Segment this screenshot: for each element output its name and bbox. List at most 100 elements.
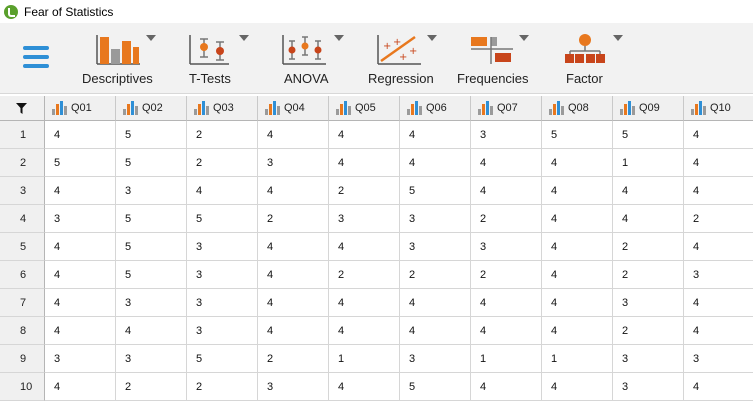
table-cell[interactable]: 4 [45, 261, 116, 289]
table-cell[interactable]: 4 [258, 261, 329, 289]
anova-dropdown-icon[interactable] [334, 35, 344, 41]
table-cell[interactable]: 2 [329, 177, 400, 205]
table-cell[interactable]: 3 [187, 233, 258, 261]
hamburger-menu-icon[interactable] [23, 44, 49, 70]
table-cell[interactable]: 5 [45, 149, 116, 177]
table-cell[interactable]: 4 [542, 261, 613, 289]
table-cell[interactable]: 4 [329, 149, 400, 177]
table-cell[interactable]: 4 [45, 317, 116, 345]
row-number[interactable]: 6 [0, 261, 45, 289]
row-number[interactable]: 8 [0, 317, 45, 345]
table-cell[interactable]: 4 [471, 177, 542, 205]
table-cell[interactable]: 1 [613, 149, 684, 177]
descriptives-dropdown-icon[interactable] [146, 35, 156, 41]
table-cell[interactable]: 3 [400, 233, 471, 261]
table-cell[interactable]: 5 [116, 205, 187, 233]
table-cell[interactable]: 4 [542, 373, 613, 401]
table-cell[interactable]: 5 [613, 121, 684, 149]
frequencies-dropdown-icon[interactable] [519, 35, 529, 41]
column-header[interactable]: Q04 [258, 96, 329, 121]
table-cell[interactable]: 3 [116, 289, 187, 317]
column-header[interactable]: Q05 [329, 96, 400, 121]
table-cell[interactable]: 2 [187, 149, 258, 177]
table-cell[interactable]: 3 [116, 345, 187, 373]
column-header[interactable]: Q01 [45, 96, 116, 121]
column-header[interactable]: Q07 [471, 96, 542, 121]
row-number[interactable]: 5 [0, 233, 45, 261]
table-cell[interactable]: 3 [684, 261, 753, 289]
table-cell[interactable]: 4 [684, 317, 753, 345]
table-cell[interactable]: 5 [187, 205, 258, 233]
table-cell[interactable]: 4 [613, 177, 684, 205]
table-cell[interactable]: 4 [45, 289, 116, 317]
table-cell[interactable]: 4 [45, 233, 116, 261]
table-cell[interactable]: 1 [542, 345, 613, 373]
table-cell[interactable]: 4 [542, 177, 613, 205]
table-cell[interactable]: 4 [542, 289, 613, 317]
table-cell[interactable]: 4 [471, 289, 542, 317]
table-cell[interactable]: 4 [684, 149, 753, 177]
table-cell[interactable]: 4 [400, 121, 471, 149]
table-cell[interactable]: 2 [471, 205, 542, 233]
table-cell[interactable]: 4 [116, 317, 187, 345]
table-cell[interactable]: 2 [258, 205, 329, 233]
table-cell[interactable]: 4 [471, 149, 542, 177]
table-cell[interactable]: 2 [684, 205, 753, 233]
regression-dropdown-icon[interactable] [427, 35, 437, 41]
column-header[interactable]: Q09 [613, 96, 684, 121]
table-cell[interactable]: 3 [400, 205, 471, 233]
table-cell[interactable]: 3 [45, 205, 116, 233]
table-cell[interactable]: 4 [684, 373, 753, 401]
table-cell[interactable]: 5 [400, 177, 471, 205]
table-cell[interactable]: 3 [116, 177, 187, 205]
factor-button[interactable]: Factor [560, 31, 626, 89]
table-cell[interactable]: 4 [471, 317, 542, 345]
table-cell[interactable]: 2 [187, 373, 258, 401]
table-cell[interactable]: 4 [329, 121, 400, 149]
table-cell[interactable]: 2 [471, 261, 542, 289]
table-cell[interactable]: 4 [400, 317, 471, 345]
table-cell[interactable]: 4 [258, 177, 329, 205]
t-tests-dropdown-icon[interactable] [239, 35, 249, 41]
frequencies-button[interactable]: Frequencies [457, 31, 537, 89]
table-cell[interactable]: 4 [400, 149, 471, 177]
column-header[interactable]: Q02 [116, 96, 187, 121]
table-cell[interactable]: 3 [258, 149, 329, 177]
table-cell[interactable]: 4 [542, 317, 613, 345]
t-tests-button[interactable]: T-Tests [187, 31, 252, 89]
row-number[interactable]: 7 [0, 289, 45, 317]
table-cell[interactable]: 4 [258, 317, 329, 345]
regression-button[interactable]: + + + + Regression [367, 31, 437, 89]
table-cell[interactable]: 5 [542, 121, 613, 149]
row-number[interactable]: 4 [0, 205, 45, 233]
table-cell[interactable]: 3 [45, 345, 116, 373]
table-cell[interactable]: 4 [329, 289, 400, 317]
table-cell[interactable]: 2 [258, 345, 329, 373]
anova-button[interactable]: ANOVA [282, 31, 344, 89]
column-header[interactable]: Q03 [187, 96, 258, 121]
row-number[interactable]: 1 [0, 121, 45, 149]
table-cell[interactable]: 4 [684, 233, 753, 261]
filter-button[interactable] [0, 96, 45, 121]
table-cell[interactable]: 3 [187, 289, 258, 317]
table-cell[interactable]: 1 [471, 345, 542, 373]
factor-dropdown-icon[interactable] [613, 35, 623, 41]
table-cell[interactable]: 3 [187, 261, 258, 289]
row-number[interactable]: 10 [0, 373, 45, 401]
table-cell[interactable]: 2 [400, 261, 471, 289]
table-cell[interactable]: 3 [471, 121, 542, 149]
table-cell[interactable]: 4 [542, 233, 613, 261]
table-cell[interactable]: 5 [400, 373, 471, 401]
table-cell[interactable]: 3 [258, 373, 329, 401]
table-cell[interactable]: 4 [258, 121, 329, 149]
table-cell[interactable]: 4 [684, 289, 753, 317]
table-cell[interactable]: 2 [116, 373, 187, 401]
column-header[interactable]: Q10 [684, 96, 753, 121]
table-cell[interactable]: 4 [258, 233, 329, 261]
column-header[interactable]: Q06 [400, 96, 471, 121]
table-cell[interactable]: 4 [684, 177, 753, 205]
table-cell[interactable]: 3 [400, 345, 471, 373]
table-cell[interactable]: 4 [329, 233, 400, 261]
table-cell[interactable]: 4 [45, 373, 116, 401]
row-number[interactable]: 2 [0, 149, 45, 177]
